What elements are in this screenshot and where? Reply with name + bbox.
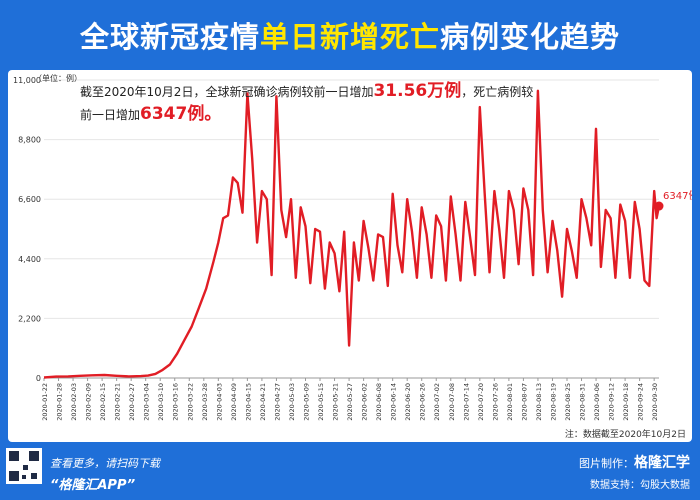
x-tick-label: 2020-04-09 bbox=[230, 383, 238, 421]
header-bar bbox=[0, 0, 700, 70]
credit-maker: 图片制作：格隆汇学 bbox=[579, 452, 690, 472]
y-tick-label: 11,000 bbox=[13, 76, 41, 85]
x-tick-label: 2020-05-09 bbox=[302, 383, 310, 421]
headline-annotation: 截至2020年10月2日，全球新冠确诊病例较前一日增加31.56万例，死亡病例较… bbox=[80, 80, 600, 126]
x-tick-label: 2020-06-26 bbox=[419, 383, 427, 421]
y-tick-label: 4,400 bbox=[18, 255, 41, 264]
x-tick-label: 2020-08-13 bbox=[535, 383, 543, 421]
download-hint: 查看更多，请扫码下载 bbox=[50, 457, 160, 470]
x-tick-label: 2020-02-09 bbox=[85, 383, 93, 421]
x-tick-label: 2020-07-08 bbox=[448, 383, 456, 421]
x-tick-label: 2020-09-18 bbox=[622, 383, 630, 421]
x-tick-label: 2020-09-30 bbox=[651, 383, 659, 421]
annotation-line2: 前一日增加6347例。 bbox=[80, 103, 600, 126]
x-tick-label: 2020-07-26 bbox=[491, 383, 499, 421]
x-tick-label: 2020-09-24 bbox=[637, 383, 645, 421]
annotation-text2: 前一日增加 bbox=[80, 108, 141, 122]
annotation-text-post: ，死亡病例较 bbox=[461, 85, 534, 99]
x-tick-label: 2020-08-31 bbox=[579, 383, 587, 421]
series-line bbox=[43, 89, 661, 379]
x-tick-label: 2020-06-14 bbox=[390, 383, 398, 421]
x-tick-label: 2020-03-04 bbox=[143, 383, 151, 421]
x-tick-label: 2020-02-03 bbox=[70, 383, 78, 421]
y-tick-label: 2,200 bbox=[18, 314, 41, 323]
credit-maker-label: 图片制作： bbox=[579, 457, 634, 470]
x-tick-label: 2020-06-08 bbox=[375, 383, 383, 421]
x-tick-label: 2020-09-12 bbox=[608, 383, 616, 421]
x-tick-label: 2020-03-22 bbox=[186, 383, 194, 421]
new-cases-value: 31.56万例 bbox=[373, 81, 462, 101]
x-tick-label: 2020-07-20 bbox=[477, 383, 485, 421]
x-tick-label: 2020-07-14 bbox=[462, 383, 470, 421]
x-tick-label: 2020-04-03 bbox=[215, 383, 223, 421]
axis-layer: 0 2,200 4,400 6,600 8,800 11,000 2020-01-22 202… bbox=[13, 76, 659, 421]
title-part3: 病例变化趋势 bbox=[440, 20, 621, 54]
unit-label: （单位：例） bbox=[34, 73, 82, 83]
credit-maker-value: 格隆汇学 bbox=[634, 455, 690, 471]
y-tick-label: 6,600 bbox=[18, 195, 41, 204]
x-tick-label: 2020-08-19 bbox=[549, 383, 557, 421]
footer-bar bbox=[0, 442, 700, 500]
x-tick-label: 2020-09-06 bbox=[593, 383, 601, 421]
series-layer: 6347例 bbox=[43, 89, 692, 379]
x-tick-label: 2020-04-15 bbox=[244, 383, 252, 421]
x-tick-label: 2020-02-27 bbox=[128, 383, 136, 421]
annotation-line1: 截至2020年10月2日，全球新冠确诊病例较前一日增加31.56万例，死亡病例较 bbox=[80, 80, 600, 103]
x-tick-label: 2020-02-15 bbox=[99, 383, 107, 421]
x-tick-label: 2020-05-15 bbox=[317, 383, 325, 421]
qr-code-icon[interactable] bbox=[6, 448, 42, 484]
x-tick-label: 2020-03-16 bbox=[172, 383, 180, 421]
credit-data: 数据支持：勾股大数据 bbox=[590, 480, 690, 491]
data-note: 注：数据截至2020年10月2日 bbox=[564, 430, 686, 440]
x-tick-label: 2020-03-28 bbox=[201, 383, 209, 421]
x-tick-label: 2020-04-27 bbox=[273, 383, 281, 421]
end-point-marker bbox=[654, 201, 664, 211]
death-trend-chart: 0 2,200 4,400 6,600 8,800 11,000 2020-01-22 202… bbox=[13, 73, 692, 421]
page-title: 全球新冠疫情单日新增死亡病例变化趋势 bbox=[0, 14, 700, 56]
x-tick-label: 2020-05-03 bbox=[288, 383, 296, 421]
app-name: “格隆汇APP” bbox=[50, 478, 136, 493]
x-tick-label: 2020-08-01 bbox=[506, 383, 514, 421]
x-tick-label: 2020-05-27 bbox=[346, 383, 354, 421]
title-highlight: 单日新增死亡 bbox=[259, 20, 440, 54]
x-tick-label: 2020-05-21 bbox=[332, 383, 340, 421]
end-value-label: 6347例 bbox=[663, 189, 692, 202]
x-tick-label: 2020-03-10 bbox=[157, 383, 165, 421]
x-tick-label: 2020-06-20 bbox=[404, 383, 412, 421]
annotation-text: 截至2020年10月2日，全球新冠确诊病例较前一日增加 bbox=[80, 85, 374, 99]
x-tick-label: 2020-08-25 bbox=[564, 383, 572, 421]
y-tick-label: 8,800 bbox=[18, 136, 41, 145]
x-tick-label: 2020-04-21 bbox=[259, 383, 267, 421]
x-tick-label: 2020-01-28 bbox=[56, 383, 64, 421]
new-deaths-value: 6347例。 bbox=[140, 104, 222, 124]
x-tick-label: 2020-08-07 bbox=[520, 383, 528, 421]
x-tick-label: 2020-07-02 bbox=[433, 383, 441, 421]
y-tick-label: 0 bbox=[36, 374, 41, 383]
x-tick-label: 2020-02-21 bbox=[114, 383, 122, 421]
x-tick-label: 2020-06-02 bbox=[361, 383, 369, 421]
title-part1: 全球新冠疫情 bbox=[79, 20, 260, 54]
x-tick-label: 2020-01-22 bbox=[41, 383, 49, 421]
